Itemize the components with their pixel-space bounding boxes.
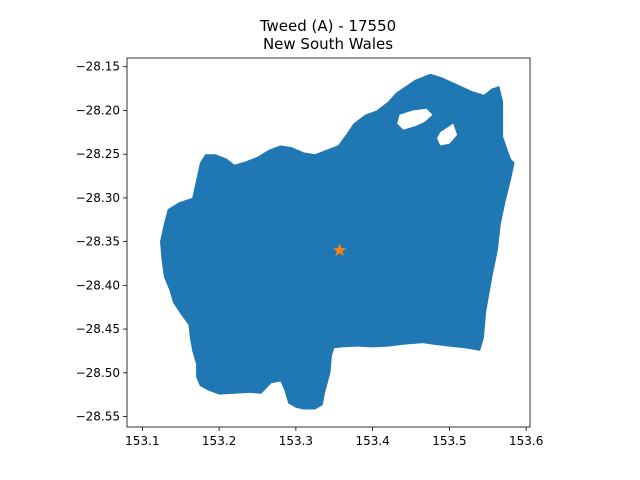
y-tick-label: −28.45 [76, 322, 120, 336]
plot-area [160, 73, 515, 410]
axes-frame [126, 57, 531, 428]
x-tick-label: 153.1 [125, 434, 159, 448]
y-axis: −28.15 −28.20 −28.25 −28.30 −28.35 −28.40 −28.… [76, 60, 127, 424]
y-tick-label: −28.35 [76, 235, 120, 249]
x-tick-label: 153.4 [355, 434, 389, 448]
y-tick-label: −28.55 [76, 410, 120, 424]
y-tick-label: −28.15 [76, 60, 120, 74]
region-shape [160, 73, 515, 410]
y-tick-label: −28.20 [76, 103, 120, 117]
y-tick-label: −28.30 [76, 191, 120, 205]
x-tick-label: 153.6 [509, 434, 543, 448]
x-tick-label: 153.5 [432, 434, 466, 448]
star-icon [333, 243, 347, 256]
x-tick-label: 153.3 [279, 434, 313, 448]
y-tick-label: −28.40 [76, 278, 120, 292]
map-subtitle: New South Wales [263, 35, 393, 53]
map-title: Tweed (A) - 17550 [259, 17, 396, 35]
y-tick-label: −28.50 [76, 366, 120, 380]
marker-layer [333, 243, 347, 256]
region-layer [160, 73, 515, 410]
x-axis: 153.1 153.2 153.3 153.4 153.5 153.6 [125, 427, 543, 448]
y-tick-label: −28.25 [76, 147, 120, 161]
x-tick-label: 153.2 [202, 434, 236, 448]
